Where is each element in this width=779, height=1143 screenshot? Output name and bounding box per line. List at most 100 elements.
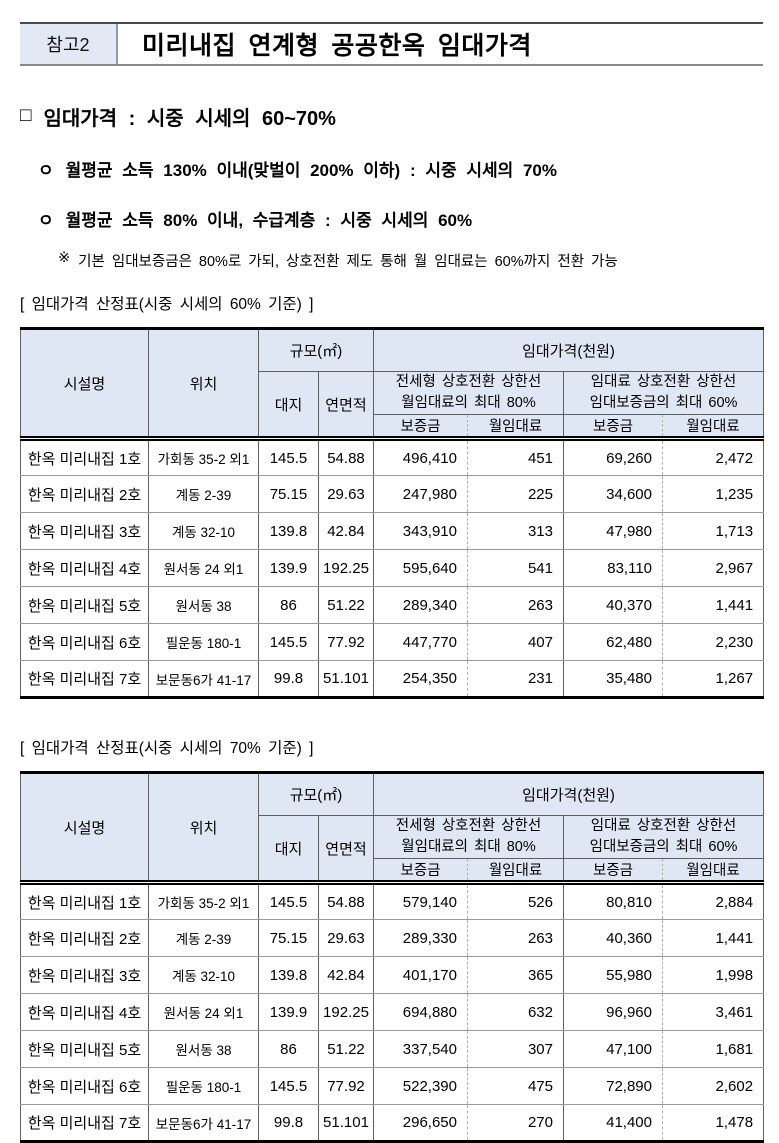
- table-cell: 한옥 미리내집 3호: [20, 956, 149, 994]
- table-cell: 51.101: [318, 1104, 374, 1142]
- table-cell: 29.63: [318, 919, 374, 957]
- table-cell: 270: [467, 1104, 564, 1142]
- square-bullet-icon: □: [20, 104, 32, 126]
- table-cell: 2,472: [661, 438, 765, 476]
- table-cell: 1,478: [661, 1104, 765, 1142]
- table-cell: 263: [467, 919, 564, 957]
- table-cell: 41,400: [563, 1104, 663, 1142]
- table-cell: 289,340: [373, 586, 468, 624]
- table-cell: 40,360: [563, 919, 663, 957]
- rent-table-60pct: 시설명 위치 규모(㎡) 임대가격(천원) 대지 연면적 전세형 상호전환 상한…: [20, 327, 765, 699]
- col-header-size-group: 규모(㎡): [258, 772, 374, 816]
- table-cell: 72,890: [563, 1067, 663, 1105]
- table-cell: 1,681: [661, 1030, 765, 1068]
- table-cell: 원서동 24 외1: [148, 549, 259, 587]
- table-cell: 139.9: [258, 993, 319, 1031]
- table-cell: 42.84: [318, 956, 374, 994]
- table-cell: 447,770: [373, 623, 468, 661]
- col-header-floor-area: 연면적: [318, 371, 374, 439]
- col-header-line: 임대보증금의 최대 60%: [589, 839, 738, 855]
- table-cell: 522,390: [373, 1067, 468, 1105]
- table-caption-60pct: [ 임대가격 산정표(시중 시세의 60% 기준) ]: [20, 296, 314, 313]
- table-cell: 296,650: [373, 1104, 468, 1142]
- table-row: 한옥 미리내집 2호 계동 2-39 75.15 29.63 289,330 263 40,…: [20, 919, 765, 957]
- table-cell: 80,810: [563, 882, 663, 920]
- bullet-item-income-130: ㅇ 월평균 소득 130% 이내(맞벌이 200% 이하) : 시중 시세의 7…: [20, 156, 763, 181]
- col-header-monthly-rent: 월임대료: [661, 414, 765, 439]
- table-cell: 51.22: [318, 586, 374, 624]
- table-cell: 한옥 미리내집 6호: [20, 1067, 149, 1105]
- table-row: 한옥 미리내집 1호 가회동 35-2 외1 145.5 54.88 579,140 52…: [20, 882, 765, 920]
- table-cell: 579,140: [373, 882, 468, 920]
- table-cell: 254,350: [373, 660, 468, 698]
- table-cell: 313: [467, 512, 564, 550]
- col-header-location: 위치: [148, 772, 259, 883]
- col-header-size-group: 규모(㎡): [258, 328, 374, 372]
- table-cell: 34,600: [563, 475, 663, 513]
- circle-bullet-icon: ㅇ: [38, 211, 54, 230]
- table-cell: 42.84: [318, 512, 374, 550]
- col-header-location: 위치: [148, 328, 259, 439]
- col-header-deposit: 보증금: [373, 414, 468, 439]
- table-cell: 145.5: [258, 1067, 319, 1105]
- table-cell: 86: [258, 586, 319, 624]
- table-cell: 1,998: [661, 956, 765, 994]
- footnote: ※ 기본 임대보증금은 80%로 가되, 상호전환 제도 통해 월 임대료는 6…: [20, 250, 763, 271]
- table-cell: 632: [467, 993, 564, 1031]
- table-cell: 한옥 미리내집 7호: [20, 660, 149, 698]
- table-cell: 225: [467, 475, 564, 513]
- table-cell: 192.25: [318, 993, 374, 1031]
- table-cell: 99.8: [258, 1104, 319, 1142]
- table-cell: 145.5: [258, 623, 319, 661]
- table-cell: 75.15: [258, 475, 319, 513]
- table-cell: 29.63: [318, 475, 374, 513]
- table-row: 한옥 미리내집 4호 원서동 24 외1 139.9 192.25 595,640 541…: [20, 549, 765, 587]
- table-row: 한옥 미리내집 5호 원서동 38 86 51.22 289,340 263 40,370 1…: [20, 586, 765, 624]
- table-cell: 694,880: [373, 993, 468, 1031]
- bullet-item-income-80: ㅇ 월평균 소득 80% 이내, 수급계층 : 시중 시세의 60%: [20, 206, 763, 231]
- table-cell: 47,980: [563, 512, 663, 550]
- col-header-jeonse-conversion: 전세형 상호전환 상한선 월임대료의 최대 80%: [373, 815, 564, 859]
- table-row: 한옥 미리내집 2호 계동 2-39 75.15 29.63 247,980 225 34,…: [20, 475, 765, 513]
- table-cell: 보문동6가 41-17: [148, 660, 259, 698]
- table-cell: 139.8: [258, 956, 319, 994]
- table-row: 한옥 미리내집 7호 보문동6가 41-17 99.8 51.101 254,350 23…: [20, 660, 765, 698]
- table-cell: 75.15: [258, 919, 319, 957]
- table-cell: 263: [467, 586, 564, 624]
- table-cell: 192.25: [318, 549, 374, 587]
- col-header-line: 월임대료의 최대 80%: [401, 839, 536, 855]
- col-header-land: 대지: [258, 815, 319, 883]
- table-cell: 231: [467, 660, 564, 698]
- table-cell: 139.8: [258, 512, 319, 550]
- table-cell: 83,110: [563, 549, 663, 587]
- table-row: 한옥 미리내집 1호 가회동 35-2 외1 145.5 54.88 496,410 45…: [20, 438, 765, 476]
- table-cell: 1,441: [661, 919, 765, 957]
- table-cell: 51.22: [318, 1030, 374, 1068]
- table-cell: 1,441: [661, 586, 765, 624]
- table-cell: 원서동 38: [148, 586, 259, 624]
- table-row: 한옥 미리내집 3호 계동 32-10 139.8 42.84 343,910 313 47…: [20, 512, 765, 550]
- table-cell: 한옥 미리내집 5호: [20, 1030, 149, 1068]
- table-cell: 475: [467, 1067, 564, 1105]
- table-cell: 595,640: [373, 549, 468, 587]
- col-header-line: 임대보증금의 최대 60%: [589, 395, 738, 411]
- footnote-text: 기본 임대보증금은 80%로 가되, 상호전환 제도 통해 월 임대료는 60%…: [78, 254, 618, 270]
- col-header-deposit: 보증금: [563, 858, 663, 883]
- section-heading: □ 임대가격 : 시중 시세의 60~70%: [20, 102, 763, 131]
- col-header-line: 전세형 상호전환 상한선: [395, 374, 542, 391]
- table-cell: 2,230: [661, 623, 765, 661]
- table-cell: 가회동 35-2 외1: [148, 882, 259, 920]
- table-cell: 54.88: [318, 438, 374, 476]
- table-cell: 451: [467, 438, 564, 476]
- table-cell: 407: [467, 623, 564, 661]
- table-cell: 보문동6가 41-17: [148, 1104, 259, 1142]
- table-cell: 343,910: [373, 512, 468, 550]
- table-cell: 496,410: [373, 438, 468, 476]
- table-cell: 한옥 미리내집 1호: [20, 438, 149, 476]
- table-cell: 계동 32-10: [148, 512, 259, 550]
- table-cell: 289,330: [373, 919, 468, 957]
- table-cell: 247,980: [373, 475, 468, 513]
- table-cell: 55,980: [563, 956, 663, 994]
- table-cell: 2,602: [661, 1067, 765, 1105]
- col-header-deposit: 보증금: [373, 858, 468, 883]
